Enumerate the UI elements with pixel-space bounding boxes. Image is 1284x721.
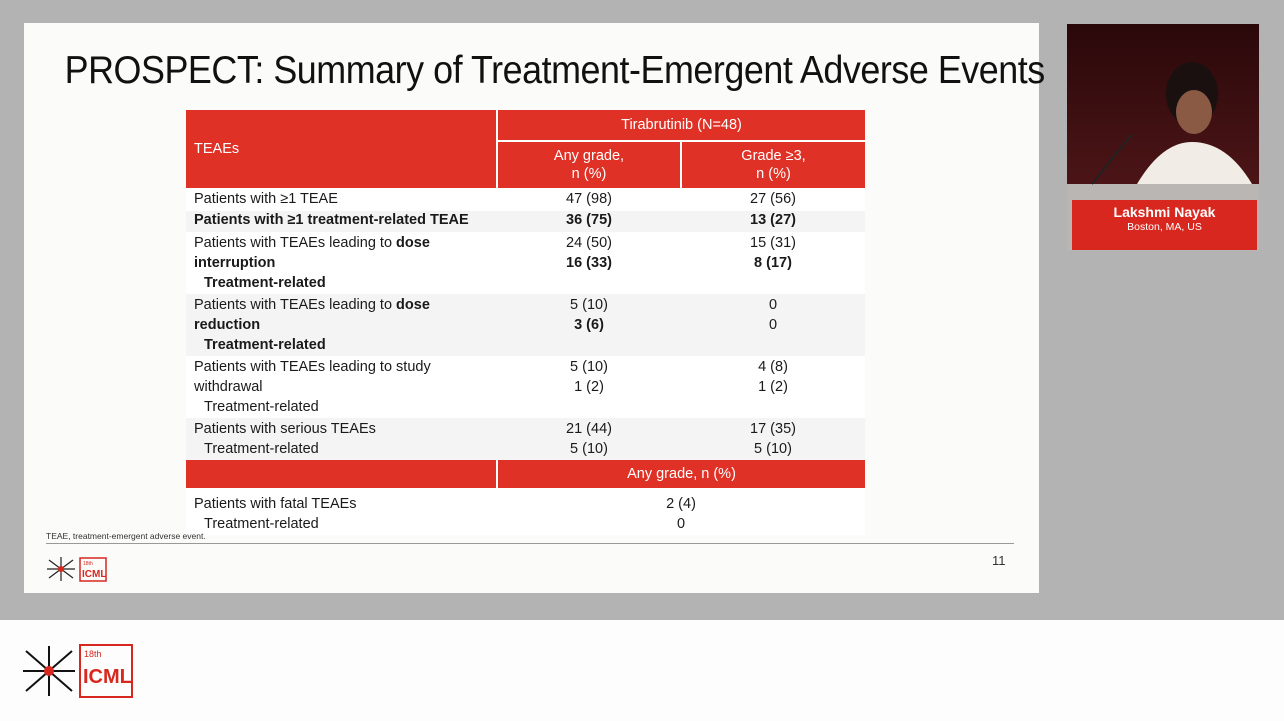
table-row: Patients with ≥1 treatment-related TEAE … — [186, 211, 865, 232]
any-grade-value: 5 (10) 1 (2) — [497, 356, 681, 418]
table-row: Patients with ≥1 TEAE 47 (98) 27 (56) — [186, 189, 865, 211]
speaker-nameplate: Lakshmi Nayak Boston, MA, US — [1072, 200, 1257, 250]
presentation-slide: PROSPECT: Summary of Treatment-Emergent … — [24, 23, 1046, 593]
bottom-bar — [0, 620, 1284, 721]
row-label: Patients with fatal TEAEs Treatment-rela… — [186, 489, 497, 535]
table-row: Patients with TEAEs leading to dose redu… — [186, 294, 865, 356]
grade3-value: 27 (56) — [681, 189, 865, 211]
row-label: Patients with TEAEs leading to dose redu… — [186, 294, 497, 356]
svg-text:18th: 18th — [83, 561, 93, 567]
table-row: Patients with fatal TEAEs Treatment-rela… — [186, 489, 865, 535]
svg-text:ICML: ICML — [83, 666, 132, 688]
icml-logo-icon: 18th ICML — [47, 557, 107, 582]
any-grade-header: Any grade, n (%) — [497, 141, 682, 190]
slide-title: PROSPECT: Summary of Treatment-Emergent … — [64, 49, 1046, 92]
any-grade-value: 47 (98) — [497, 189, 681, 211]
row-label: Patients with serious TEAEs Treatment-re… — [186, 418, 497, 460]
row-label: Patients with ≥1 treatment-related TEAE — [186, 211, 497, 232]
divider — [46, 543, 1014, 544]
drug-header: Tirabrutinib (N=48) — [497, 110, 865, 142]
speaker-name: Lakshmi Nayak — [1113, 204, 1216, 220]
sub-row-label: Treatment-related — [204, 399, 319, 415]
page-number: 11 — [992, 553, 1006, 568]
svg-text:ICML: ICML — [82, 569, 106, 580]
table-row: Patients with TEAEs leading to study wit… — [186, 356, 865, 418]
table-row: Patients with TEAEs leading to dose inte… — [186, 232, 865, 294]
grade3-header: Grade ≥3, n (%) — [681, 141, 865, 190]
footnote: TEAE, treatment-emergent adverse event. — [46, 531, 206, 541]
any-grade-value: 36 (75) — [497, 211, 681, 232]
any-grade-value: 2 (4) 0 — [497, 489, 865, 535]
svg-text:18th: 18th — [84, 649, 102, 659]
grade3-value: 17 (35) 5 (10) — [681, 418, 865, 460]
any-grade-value: 5 (10) 3 (6) — [497, 294, 681, 356]
icml-logo-icon: 18th ICML — [23, 644, 133, 698]
sub-row-label: Treatment-related — [204, 441, 319, 457]
sub-row-label: Treatment-related — [204, 275, 326, 291]
grade3-value: 4 (8) 1 (2) — [681, 356, 865, 418]
any-grade-value: 21 (44) 5 (10) — [497, 418, 681, 460]
sub-row-label: Treatment-related — [204, 516, 319, 532]
teae-column-header: TEAEs — [186, 110, 498, 190]
any-grade-only-header: Any grade, n (%) — [497, 460, 865, 490]
row-label: Patients with ≥1 TEAE — [186, 189, 497, 211]
sub-row-label: Treatment-related — [204, 337, 326, 353]
blank-header-cell — [186, 460, 498, 490]
table-row: Patients with serious TEAEs Treatment-re… — [186, 418, 865, 460]
row-label: Patients with TEAEs leading to dose inte… — [186, 232, 497, 294]
grade3-value: 13 (27) — [681, 211, 865, 232]
speaker-location: Boston, MA, US — [1127, 221, 1202, 233]
grade3-value: 15 (31) 8 (17) — [681, 232, 865, 294]
teae-table: TEAEs Tirabrutinib (N=48) Any grade, n (… — [186, 110, 865, 535]
row-label: Patients with TEAEs leading to study wit… — [186, 356, 497, 418]
any-grade-value: 24 (50) 16 (33) — [497, 232, 681, 294]
